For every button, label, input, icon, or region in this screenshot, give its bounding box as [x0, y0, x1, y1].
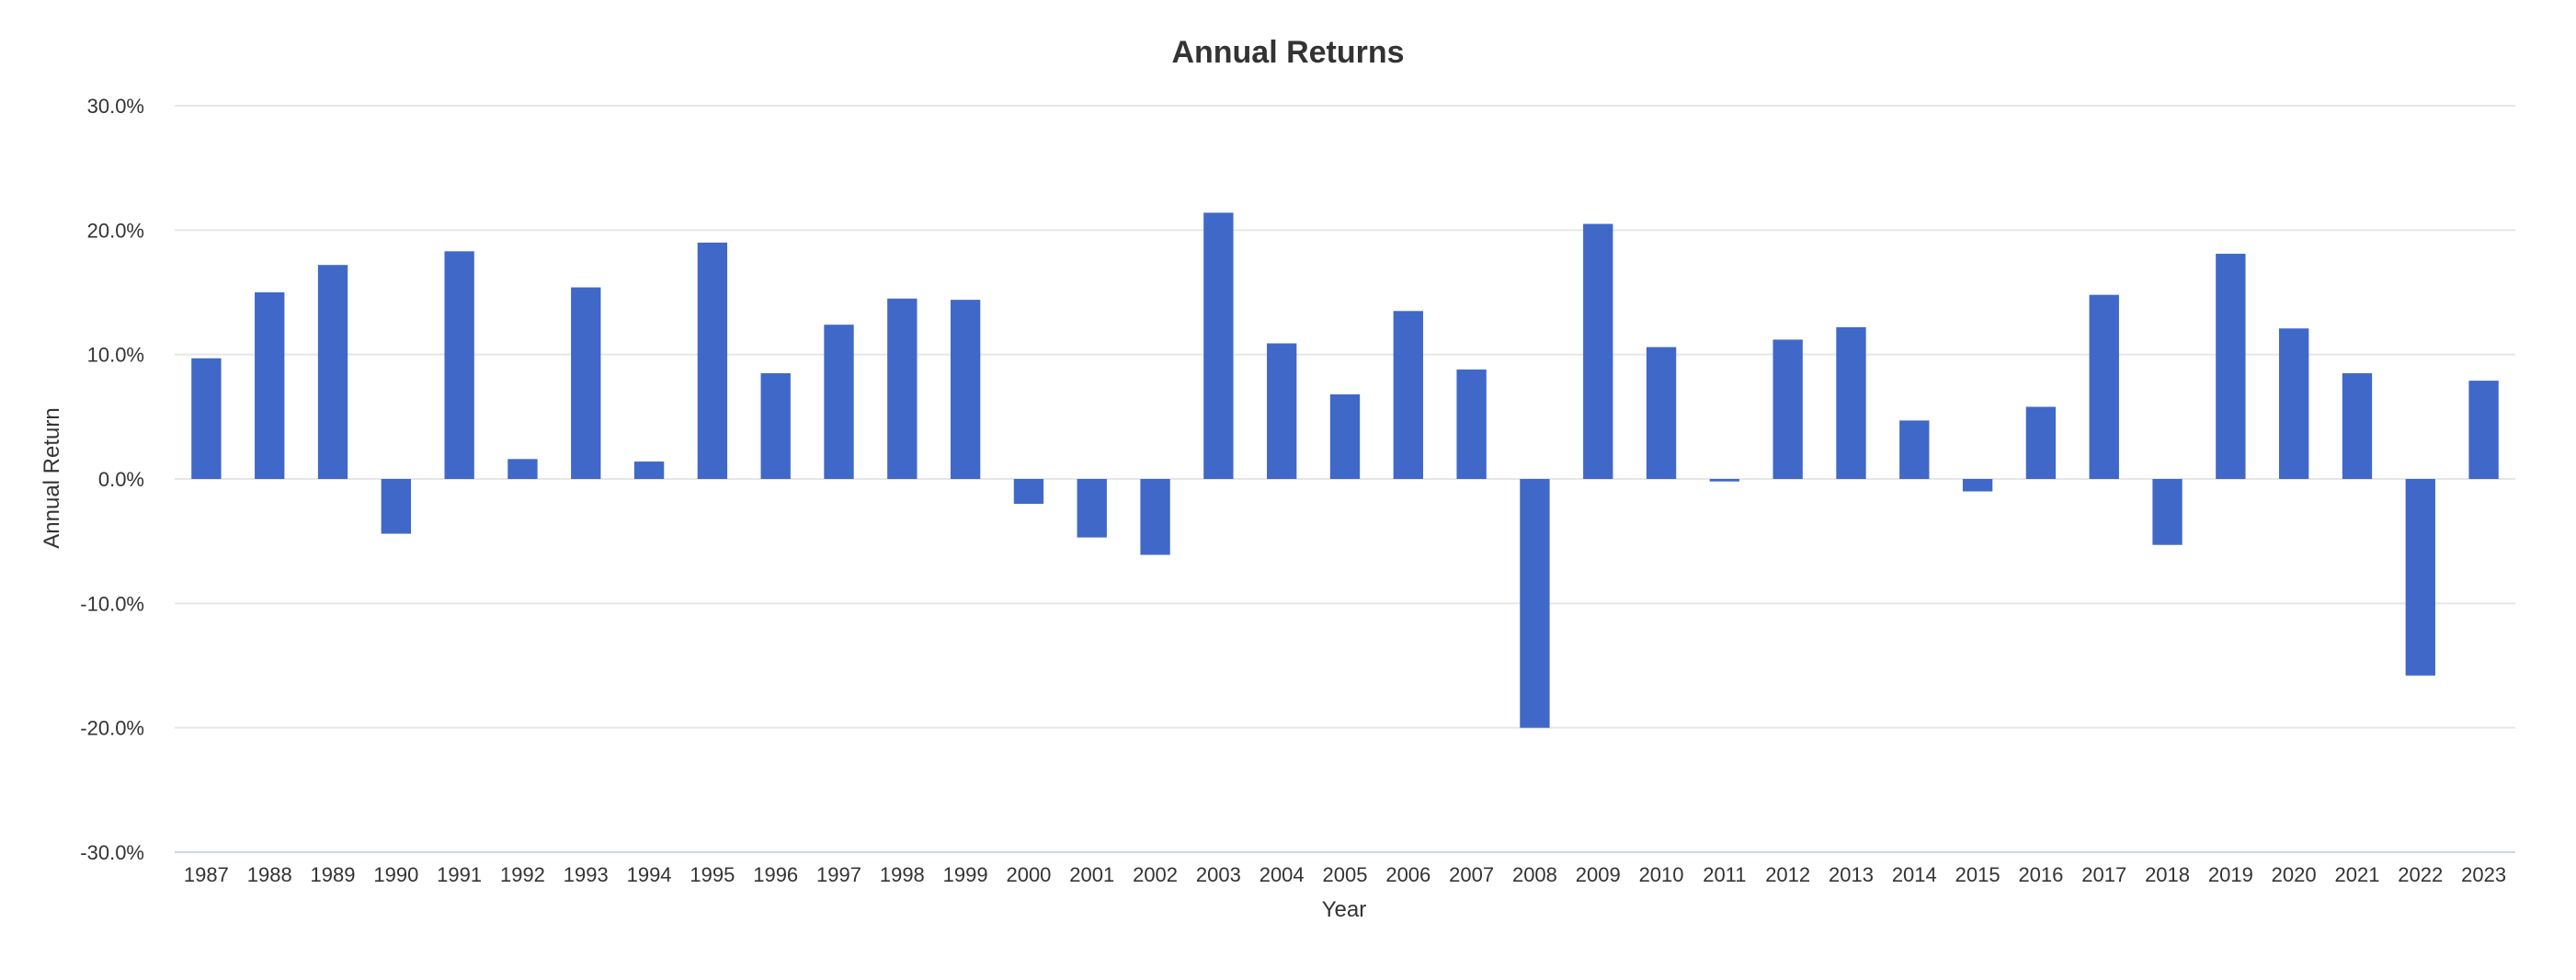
x-tick-label: 1988: [247, 863, 292, 886]
x-tick-label: 2018: [2145, 863, 2190, 886]
x-tick-label: 2023: [2461, 863, 2506, 886]
x-tick-label: 2013: [1829, 863, 1874, 886]
y-axis-tick-labels: 30.0% 20.0% 10.0% 0.0% -10.0% -20.0% -30.0%: [80, 95, 144, 864]
y-tick-label: -30.0%: [80, 841, 144, 864]
x-tick-label: 2010: [1639, 863, 1684, 886]
x-tick-label: 1991: [437, 863, 482, 886]
x-tick-label: 2008: [1512, 863, 1557, 886]
x-axis-tick-labels: 1987 1988 1989 1990 1991 1992 1993 1994 1995 1996…: [184, 863, 2506, 886]
bar-2019[interactable]: [2216, 254, 2246, 479]
bar-2005[interactable]: [1329, 393, 1361, 479]
bar-2002[interactable]: [1140, 479, 1170, 555]
y-axis-label: Annual Return: [40, 407, 64, 548]
bar-2001[interactable]: [1077, 479, 1107, 538]
bar-1987[interactable]: [191, 358, 222, 479]
x-tick-label: 2011: [1703, 863, 1746, 886]
bar-2010[interactable]: [1646, 347, 1677, 479]
x-tick-label: 1996: [753, 863, 798, 886]
x-tick-label: 2007: [1449, 863, 1494, 886]
bar-2004[interactable]: [1267, 343, 1297, 479]
x-tick-label: 1995: [690, 863, 735, 886]
x-tick-label: 1998: [880, 863, 925, 886]
bar-2018[interactable]: [2152, 479, 2183, 545]
bar-2017[interactable]: [2089, 294, 2119, 479]
y-tick-label: 10.0%: [87, 344, 144, 367]
x-tick-label: 1993: [564, 863, 609, 886]
bar-1991[interactable]: [444, 251, 474, 479]
bar-1995[interactable]: [697, 242, 728, 479]
bar-2023[interactable]: [2468, 381, 2499, 479]
x-tick-label: 2012: [1765, 863, 1810, 886]
x-tick-label: 1994: [627, 863, 672, 886]
x-tick-label: 2004: [1260, 863, 1305, 886]
x-tick-label: 2016: [2018, 863, 2063, 886]
bar-2022[interactable]: [2405, 479, 2435, 676]
bar-2008[interactable]: [1520, 479, 1550, 728]
x-tick-label: 2000: [1006, 863, 1051, 886]
bar-2011[interactable]: [1709, 479, 1740, 482]
x-tick-label: 1999: [943, 863, 988, 886]
grid-lines: [175, 105, 2515, 853]
x-tick-label: 2009: [1576, 863, 1621, 886]
bar-1990[interactable]: [381, 479, 412, 534]
x-tick-label: 1987: [184, 863, 229, 886]
bar-1989[interactable]: [317, 265, 348, 479]
x-tick-label: 2022: [2398, 863, 2443, 886]
y-tick-label: 20.0%: [87, 219, 144, 242]
x-tick-label: 1990: [373, 863, 418, 886]
bar-2021[interactable]: [2342, 372, 2373, 479]
bar-1994[interactable]: [633, 462, 665, 479]
bar-2013[interactable]: [1836, 326, 1866, 479]
x-tick-label: 1989: [311, 863, 356, 886]
bar-2014[interactable]: [1899, 420, 1930, 479]
bar-2020[interactable]: [2278, 328, 2309, 479]
x-tick-label: 2001: [1069, 863, 1114, 886]
bar-2016[interactable]: [2025, 406, 2057, 479]
bar-2012[interactable]: [1772, 339, 1803, 479]
bar-1998[interactable]: [887, 298, 918, 479]
y-tick-label: -20.0%: [80, 717, 144, 740]
bar-1992[interactable]: [507, 459, 538, 479]
x-tick-label: 2017: [2081, 863, 2126, 886]
bar-1988[interactable]: [255, 292, 285, 479]
bar-1999[interactable]: [950, 300, 981, 479]
bar-2007[interactable]: [1456, 369, 1487, 479]
bars: [191, 212, 2499, 728]
bar-2015[interactable]: [1962, 479, 1993, 492]
x-tick-label: 1997: [816, 863, 861, 886]
x-tick-label: 2020: [2272, 863, 2317, 886]
x-tick-label: 2005: [1323, 863, 1368, 886]
bar-2009[interactable]: [1583, 223, 1613, 480]
x-tick-label: 2021: [2334, 863, 2379, 886]
x-tick-label: 2014: [1892, 863, 1937, 886]
bar-2006[interactable]: [1393, 311, 1423, 479]
bar-2003[interactable]: [1203, 212, 1234, 480]
x-tick-label: 2002: [1133, 863, 1178, 886]
x-axis-label: Year: [1322, 897, 1367, 922]
y-tick-label: -10.0%: [80, 592, 144, 615]
x-tick-label: 1992: [500, 863, 545, 886]
bar-2000[interactable]: [1013, 479, 1044, 505]
y-tick-label: 30.0%: [87, 95, 144, 118]
bar-1997[interactable]: [824, 325, 854, 479]
y-tick-label: 0.0%: [98, 468, 144, 491]
x-tick-label: 2006: [1385, 863, 1430, 886]
bar-1993[interactable]: [571, 287, 601, 479]
x-tick-label: 2003: [1196, 863, 1241, 886]
x-tick-label: 2019: [2208, 863, 2253, 886]
chart-title: Annual Returns: [1171, 35, 1404, 70]
x-tick-label: 2015: [1955, 863, 2000, 886]
bar-1996[interactable]: [760, 372, 791, 479]
